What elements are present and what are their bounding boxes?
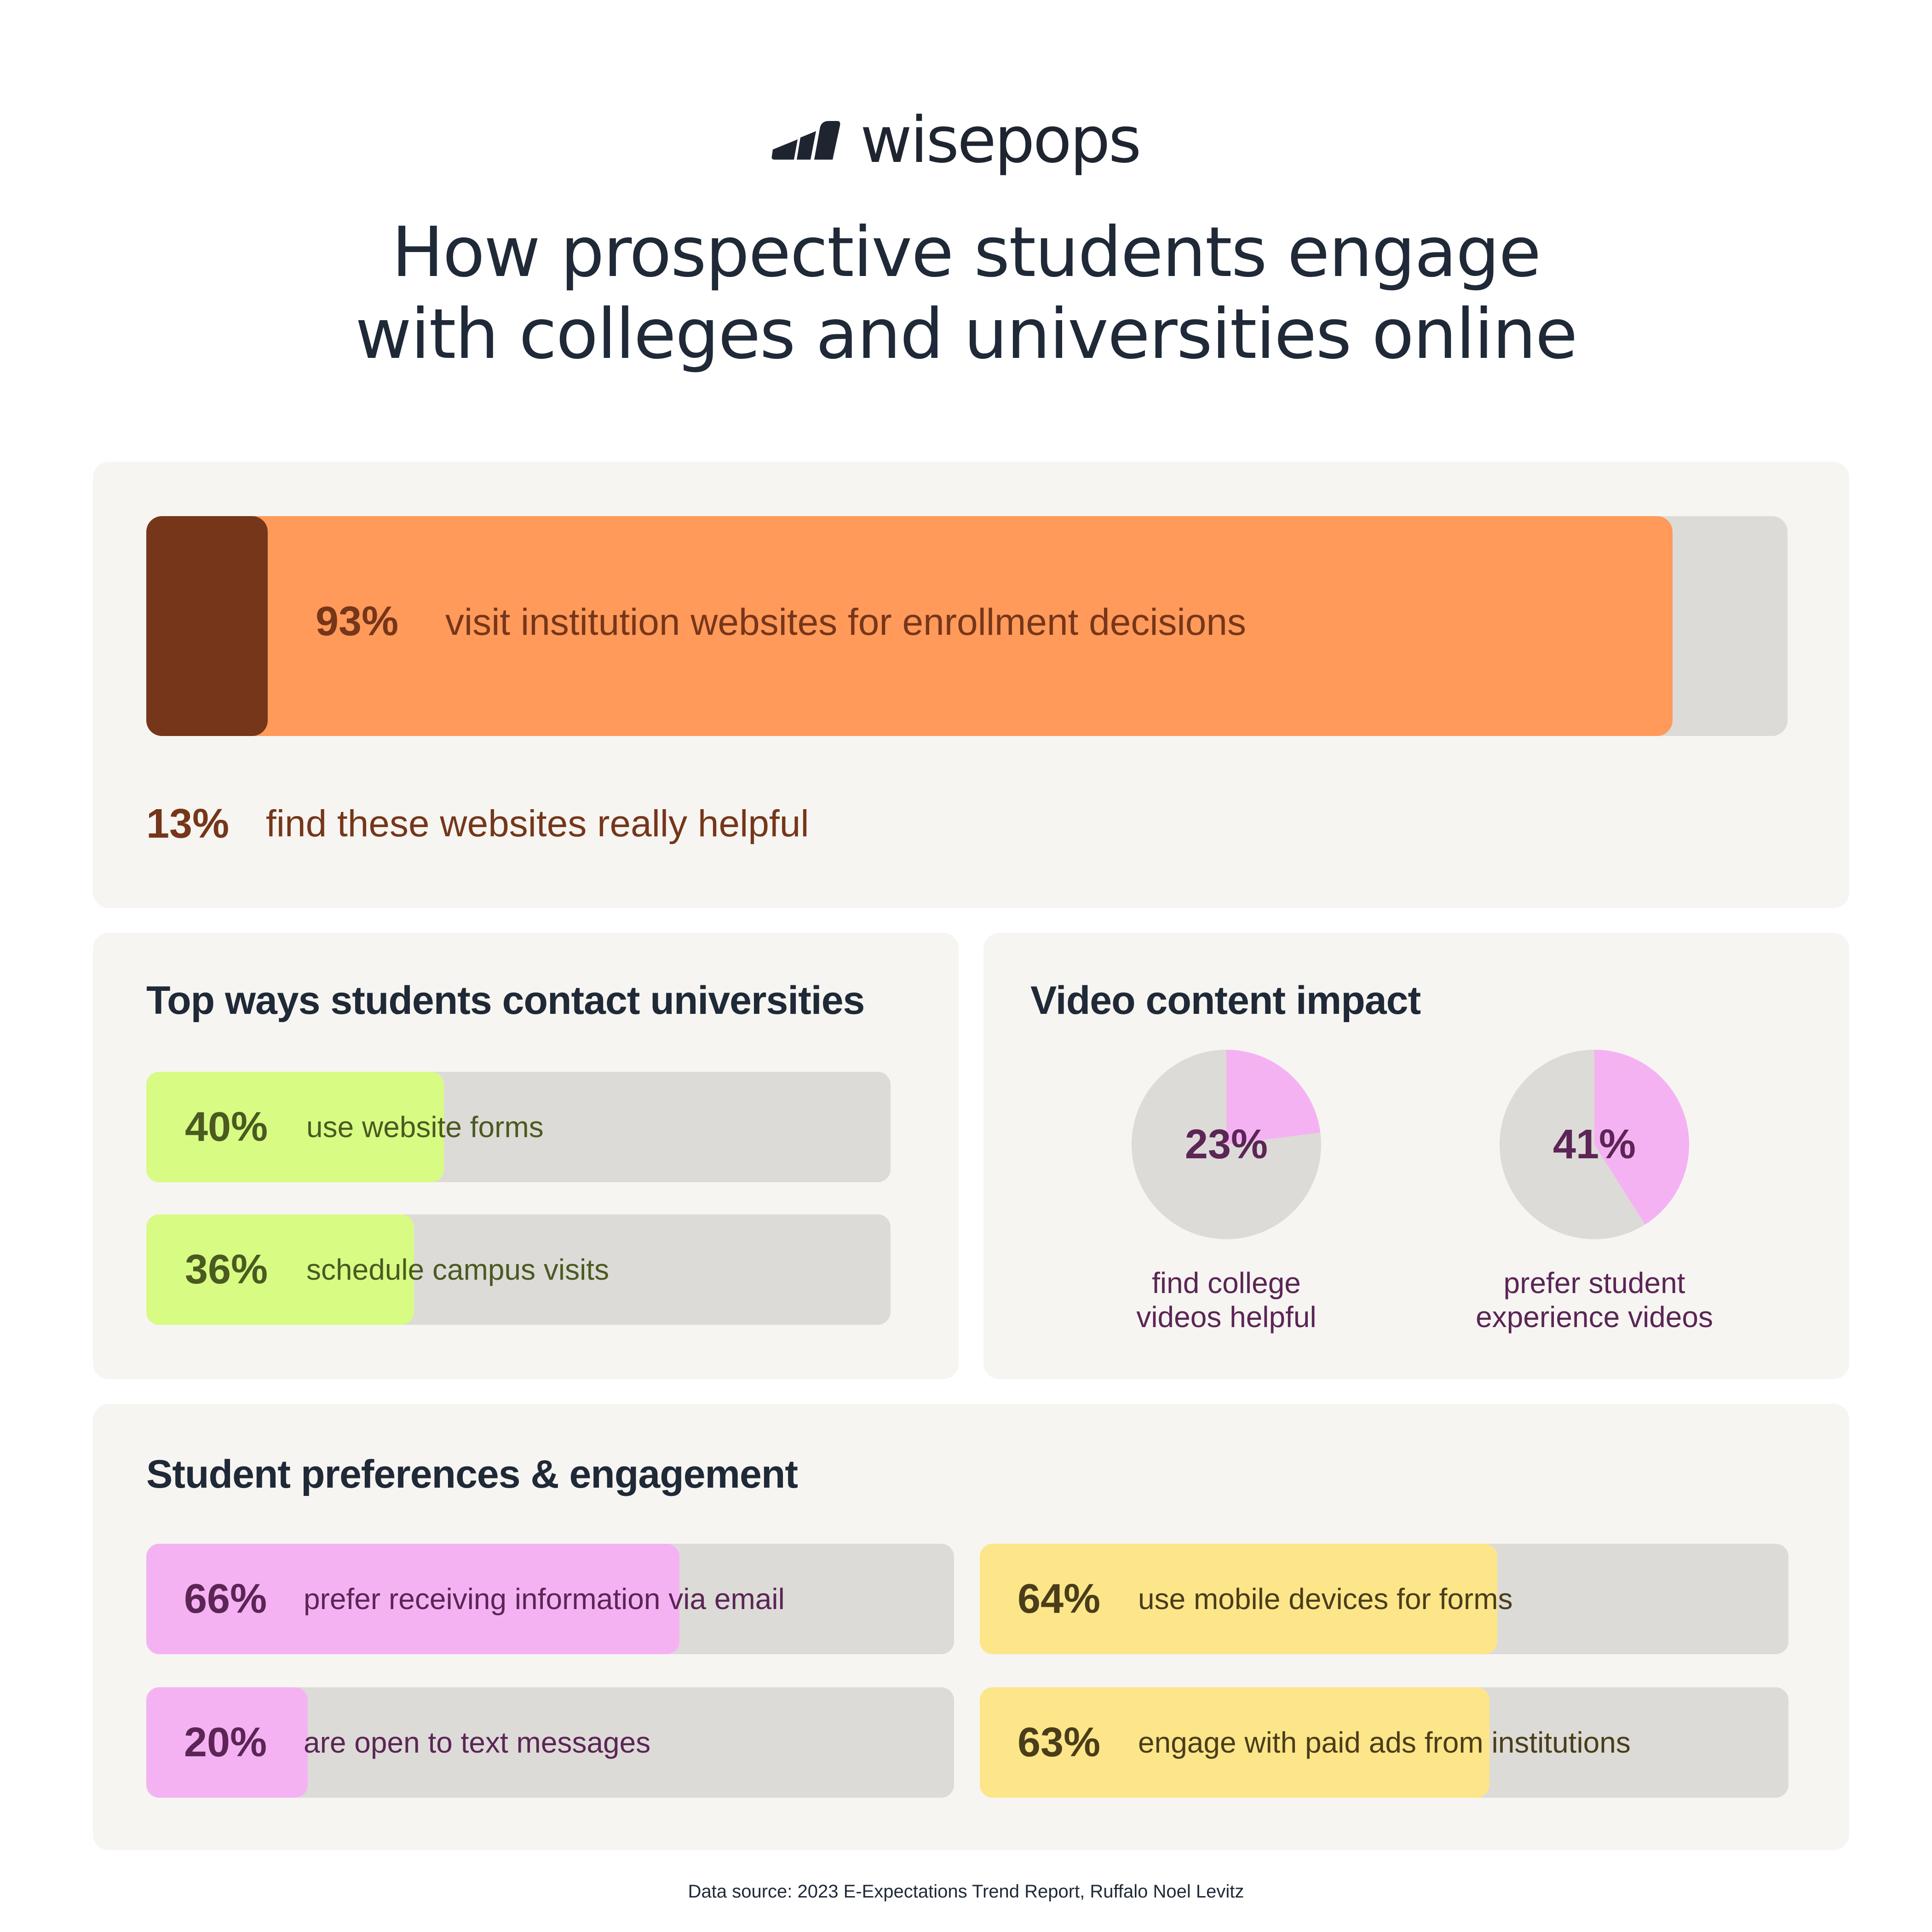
pref-bar-paid-ads-fill (980, 1687, 1489, 1798)
contact-ways-title: Top ways students contact universities (146, 978, 865, 1023)
contact-bar-website-forms-fill (146, 1072, 444, 1182)
website-helpful-bar-fill (146, 516, 268, 736)
wisepops-logo-icon (771, 121, 840, 160)
pref-bar-text: 20% are open to text messages (146, 1687, 954, 1798)
contact-bar-website-forms: 40% use website forms (146, 1072, 891, 1182)
pie-slice-helpful (1226, 1050, 1321, 1144)
title-line-2: with colleges and universities online (355, 294, 1578, 374)
pref-bar-percent: 20% (184, 1719, 267, 1765)
brand-logo: wisepops (768, 101, 1164, 179)
pref-bar-percent: 63% (1018, 1719, 1101, 1765)
video-impact-title: Video content impact (1030, 978, 1421, 1023)
pie-label-line: find college (1152, 1266, 1301, 1300)
pref-bar-mobile: 64% use mobile devices for forms (980, 1544, 1788, 1654)
video-pie-helpful-chart (1132, 1050, 1321, 1239)
pref-bar-label: use mobile devices for forms (1138, 1582, 1513, 1616)
pie-label-line: prefer student (1503, 1266, 1685, 1300)
contact-bar-campus-visits: 36% schedule campus visits (146, 1214, 891, 1325)
pie-slice-student-experience (1594, 1050, 1689, 1225)
contact-bar-label: schedule campus visits (306, 1253, 610, 1286)
pref-bar-label: prefer receiving information via email (304, 1582, 785, 1616)
pref-bar-percent: 64% (1018, 1576, 1101, 1622)
website-helpful-percent: 13% (146, 801, 230, 847)
preferences-title: Student preferences & engagement (146, 1452, 798, 1496)
contact-bar-percent: 36% (185, 1247, 268, 1293)
pref-bar-email-fill (146, 1544, 679, 1654)
video-pie-helpful: 23% (1130, 1048, 1323, 1241)
pie-label-line: videos helpful (1136, 1300, 1317, 1334)
contact-bar-label: use website forms (306, 1110, 544, 1144)
pref-bar-label: are open to text messages (304, 1726, 651, 1759)
pie-label-line: experience videos (1476, 1300, 1713, 1334)
website-visit-bar-fill (146, 516, 1673, 736)
pie-percent: 23% (1184, 1121, 1268, 1167)
pie-percent: 41% (1552, 1121, 1636, 1167)
data-source: Data source: 2023 E-Expectations Trend R… (688, 1881, 1244, 1902)
title-line-1: How prospective students engage (391, 213, 1541, 293)
website-visit-percent: 93% (316, 598, 399, 644)
pref-bar-paid-ads: 63% engage with paid ads from institutio… (980, 1687, 1788, 1798)
pref-bar-text-fill (146, 1687, 308, 1798)
video-pie-student-experience: 41% (1498, 1048, 1691, 1241)
pref-bar-percent: 66% (184, 1576, 267, 1622)
pref-bar-mobile-fill (980, 1544, 1498, 1654)
pie-label-student-experience: prefer student experience videos (1433, 1266, 1755, 1334)
pref-bar-email: 66% prefer receiving information via ema… (146, 1544, 954, 1654)
pref-bar-label: engage with paid ads from institutions (1138, 1726, 1631, 1759)
contact-bar-percent: 40% (185, 1104, 268, 1150)
video-pie-student-experience-chart (1500, 1050, 1689, 1239)
brand-name: wisepops (860, 103, 1142, 177)
pie-label-helpful: find college videos helpful (1065, 1266, 1387, 1334)
contact-bar-campus-visits-fill (146, 1214, 414, 1325)
website-visit-label: visit institution websites for enrollmen… (445, 601, 1246, 643)
page-title: How prospective students engage with col… (138, 212, 1794, 375)
website-visit-bar (146, 516, 1788, 736)
video-impact-card (983, 933, 1849, 1379)
website-helpful-label: find these websites really helpful (266, 803, 809, 845)
